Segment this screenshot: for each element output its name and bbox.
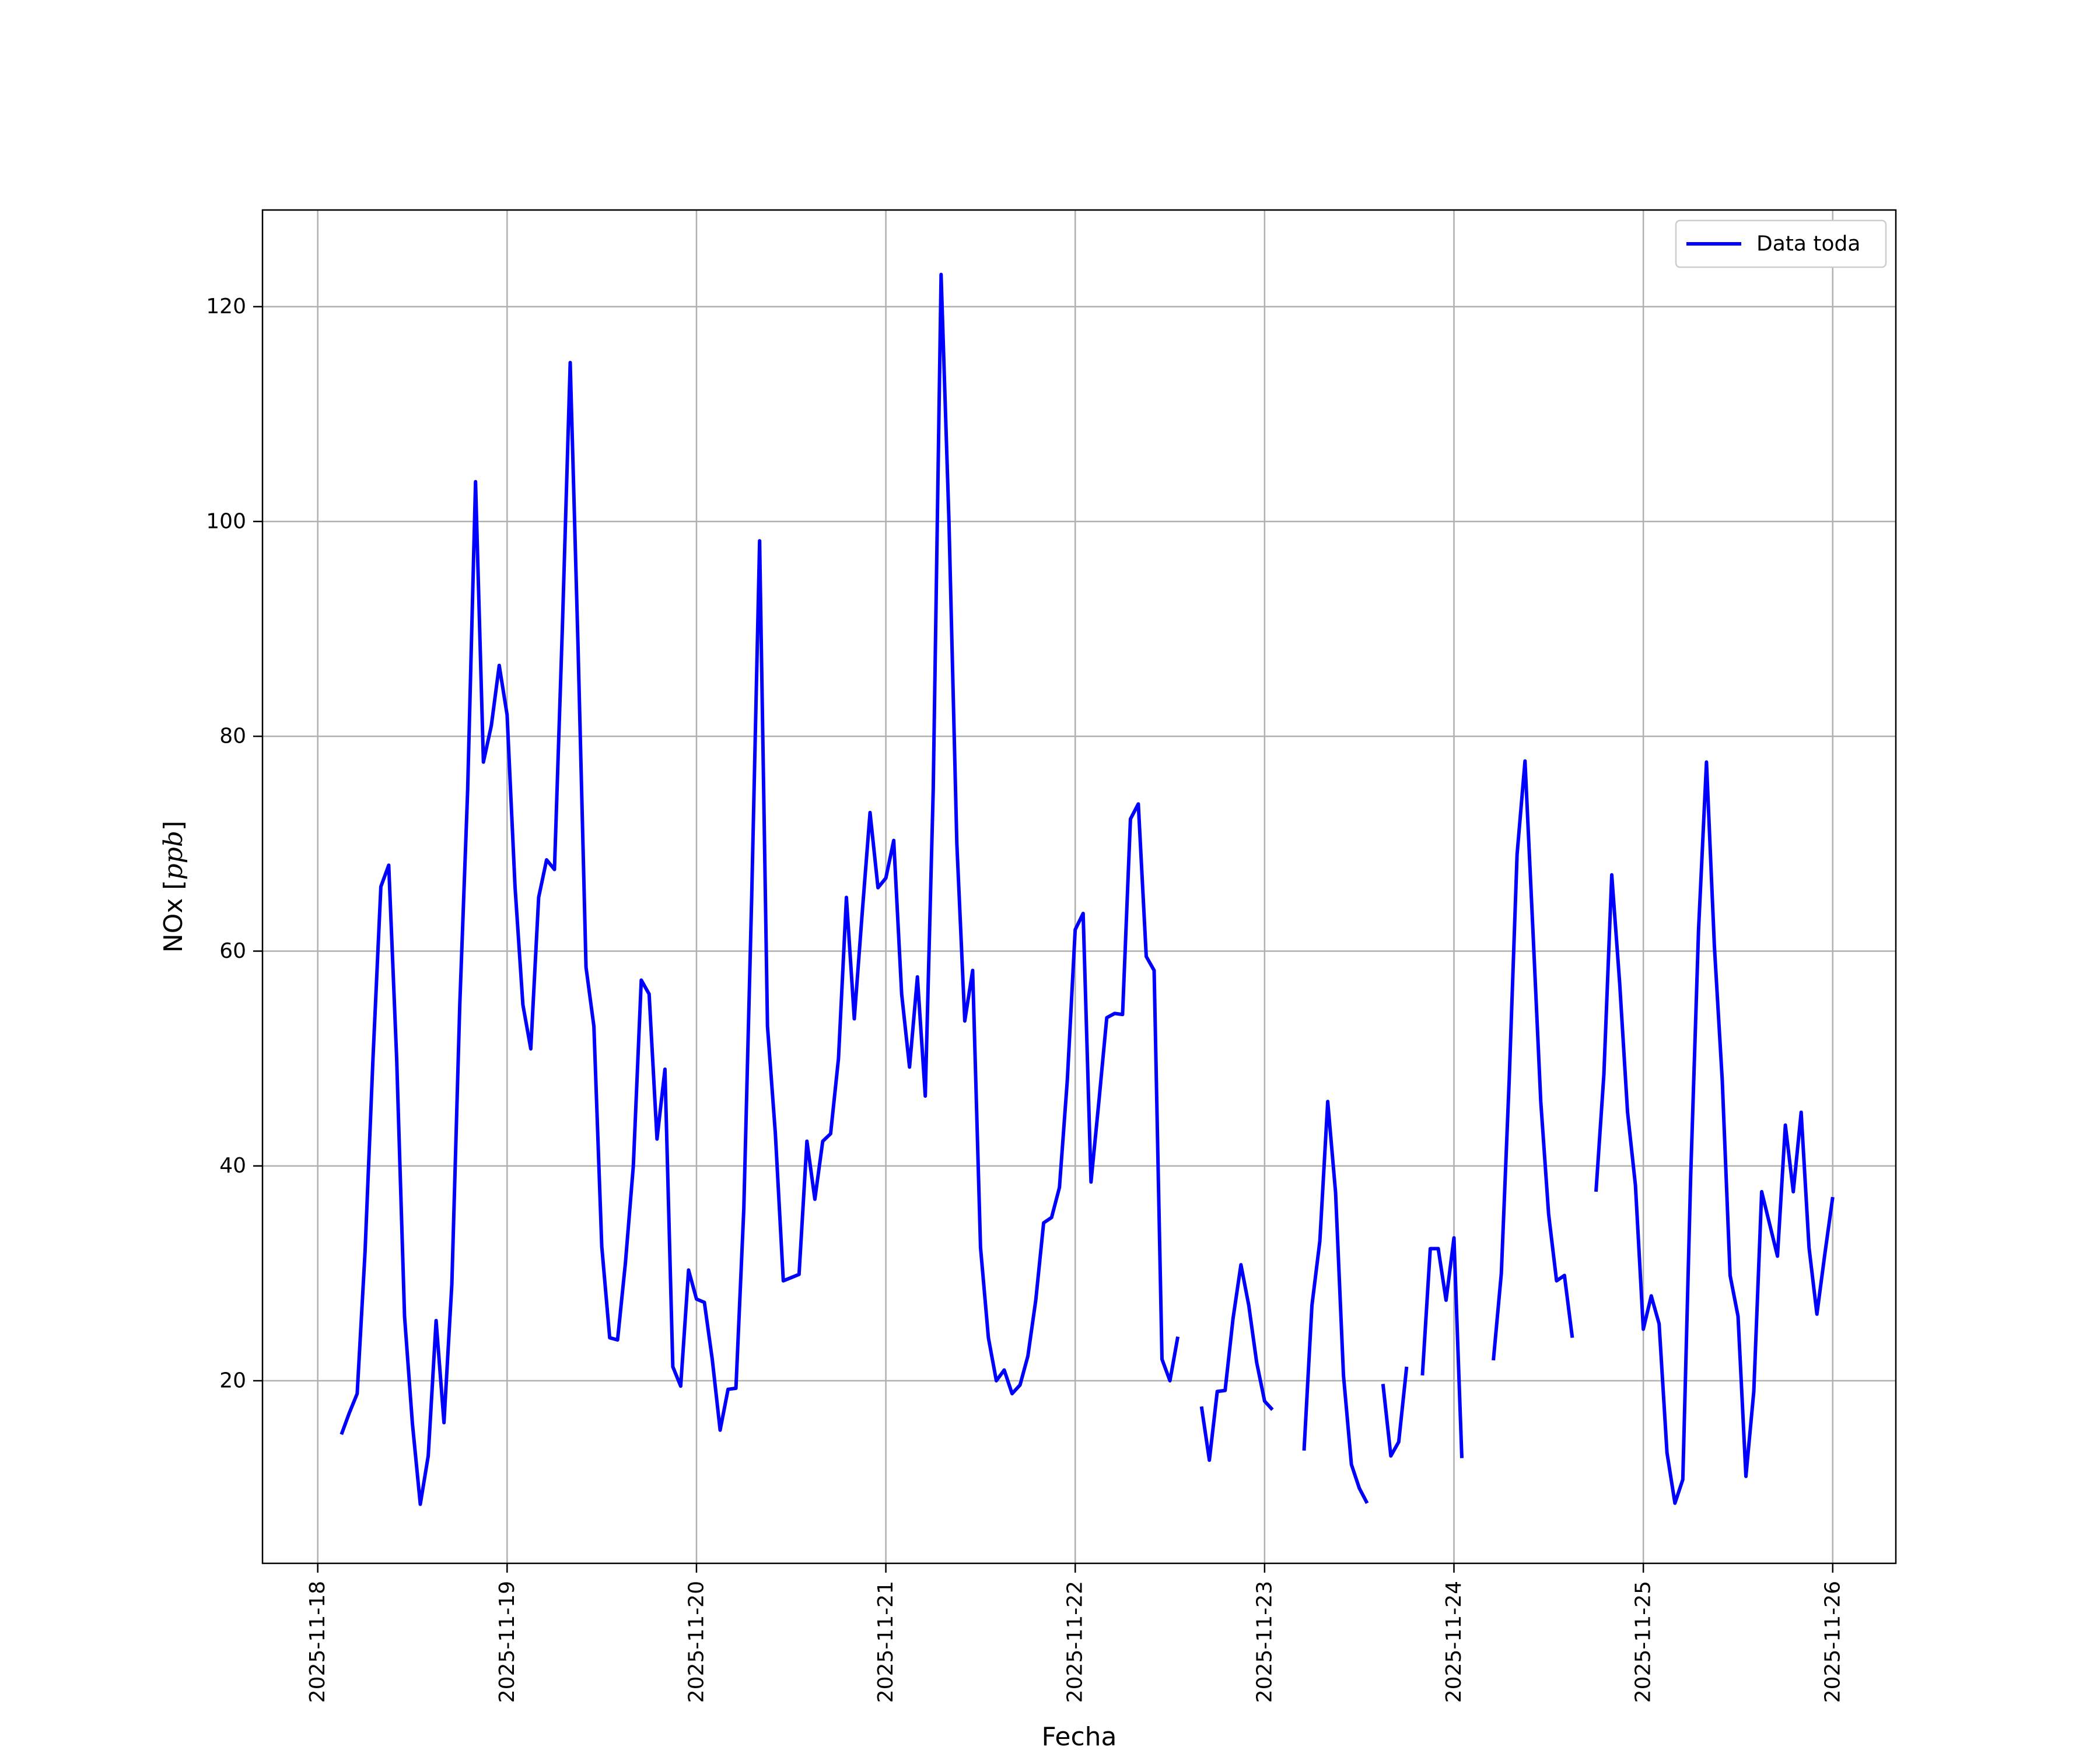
series-line-segment-2 [1302,1100,1369,1504]
x-tick-label-3: 2025-11-21 [874,1581,898,1703]
x-tick-label-5: 2025-11-23 [1252,1581,1276,1703]
grid-lines [262,210,1896,1563]
y-tick-label-1: 40 [219,1154,246,1178]
y-tick-label-2: 60 [219,939,246,963]
x-tick-label-7: 2025-11-25 [1632,1581,1656,1703]
y-tick-label-0: 20 [219,1368,246,1392]
series-line-segment-5 [1492,759,1574,1361]
data-toda-series [340,272,1835,1506]
y-tick-label-4: 100 [206,509,246,533]
series-line-segment-6 [1594,760,1835,1505]
y-axis-label-close: ] [159,821,188,831]
y-tick-label-5: 120 [206,295,246,318]
x-tick-label-8: 2025-11-26 [1821,1581,1845,1703]
series-line-segment-0 [340,272,1180,1506]
series-line-segment-1 [1199,1263,1274,1462]
series-line-segment-4 [1420,1236,1464,1458]
y-axis-label: NOx [ppb] [159,821,188,953]
legend: Data toda [1675,219,1887,268]
y-axis-label-main: NOx [ [159,880,188,953]
y-axis-label-unit: ppb [159,831,188,880]
axis-ticks: 2025-11-18 2025-11-19 2025-11-20 2025-11-21… [206,295,1845,1703]
legend-box [1675,219,1887,268]
y-tick-label-3: 80 [219,724,246,748]
series-line-segment-3 [1381,1366,1409,1458]
x-axis-label: Fecha [1041,1722,1116,1750]
plot-frame [261,209,1897,1564]
x-tick-label-0: 2025-11-18 [306,1581,330,1703]
x-tick-label-1: 2025-11-19 [495,1581,519,1703]
legend-entry-data-toda: Data toda [1756,232,1860,256]
x-tick-label-6: 2025-11-24 [1442,1581,1466,1703]
x-tick-label-2: 2025-11-20 [684,1581,708,1703]
x-tick-label-4: 2025-11-22 [1063,1581,1087,1703]
